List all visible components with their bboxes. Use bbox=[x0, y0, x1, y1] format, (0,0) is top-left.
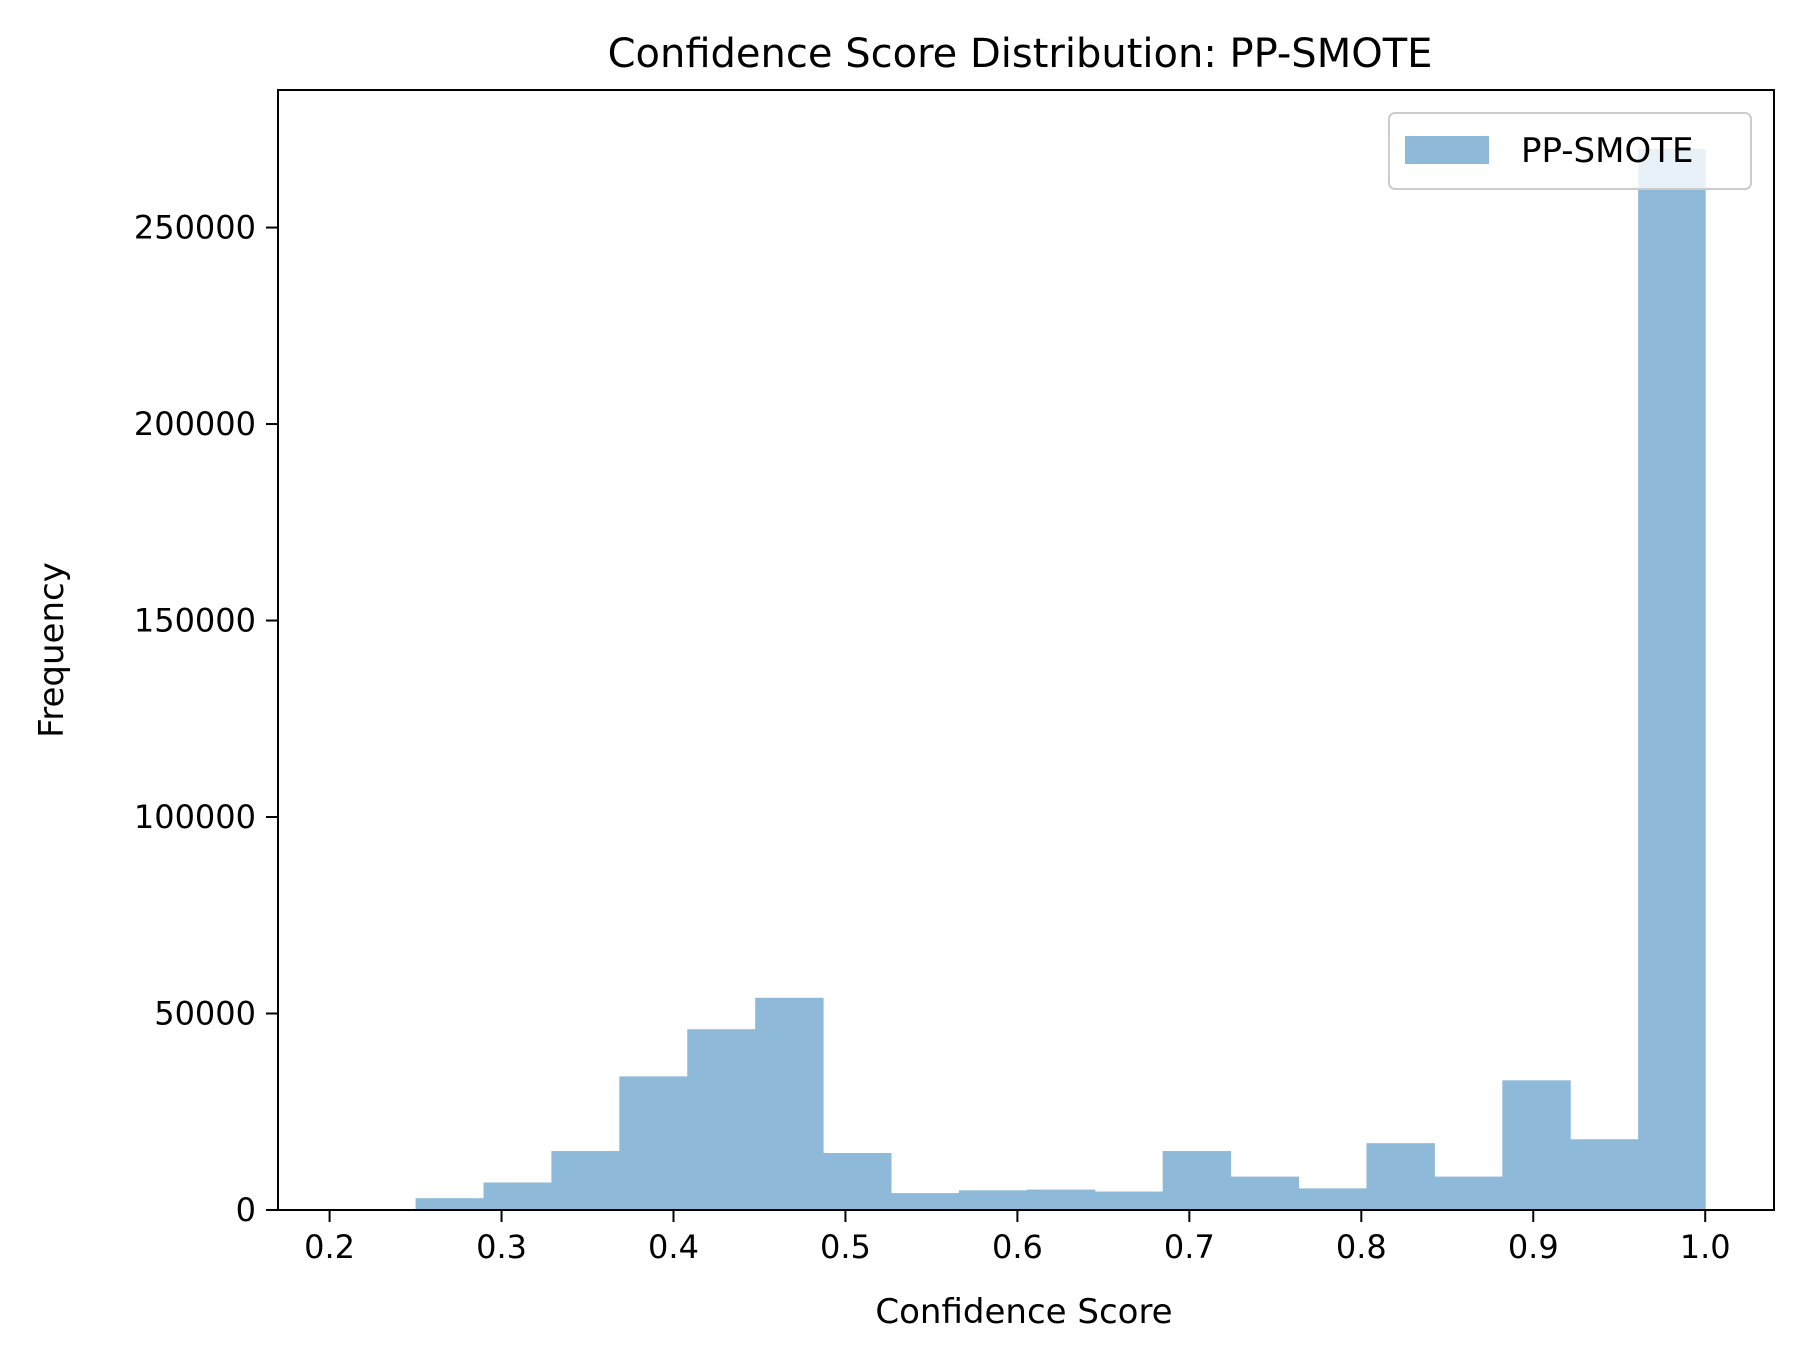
x-tick-label: 1.0 bbox=[1680, 1228, 1731, 1266]
plot-frame bbox=[277, 89, 1775, 1211]
bars-group bbox=[415, 148, 1706, 1210]
histogram-bar bbox=[415, 1198, 484, 1210]
histogram-bar bbox=[619, 1076, 688, 1210]
histogram-bar bbox=[1434, 1176, 1503, 1210]
histogram-bar bbox=[1638, 148, 1706, 1210]
histogram-bar bbox=[1026, 1189, 1096, 1210]
histogram-bar bbox=[1162, 1151, 1232, 1210]
x-tick-label: 0.9 bbox=[1508, 1228, 1559, 1266]
y-tick-label: 250000 bbox=[134, 209, 256, 247]
legend-swatch bbox=[1405, 136, 1489, 164]
y-tick-label: 50000 bbox=[154, 995, 256, 1033]
histogram-bar bbox=[891, 1193, 960, 1210]
x-tick-label: 0.5 bbox=[820, 1228, 871, 1266]
x-tick-label: 0.2 bbox=[304, 1228, 355, 1266]
x-tick-label: 0.4 bbox=[648, 1228, 699, 1266]
histogram-bar bbox=[823, 1153, 892, 1210]
histogram-bar bbox=[1298, 1188, 1367, 1210]
histogram-bar bbox=[1570, 1139, 1639, 1210]
histogram-bar bbox=[958, 1190, 1028, 1210]
x-axis-label: Confidence Score bbox=[875, 1292, 1172, 1332]
histogram-bar bbox=[551, 1151, 620, 1210]
x-tick-label: 0.3 bbox=[476, 1228, 527, 1266]
legend: PP-SMOTE bbox=[1388, 112, 1752, 190]
x-tick-label: 0.7 bbox=[1164, 1228, 1215, 1266]
y-tick-label: 0 bbox=[236, 1191, 256, 1229]
histogram-bar bbox=[1094, 1191, 1164, 1210]
histogram-bar bbox=[1366, 1143, 1435, 1210]
x-axis-ticks: 0.2 0.3 0.4 0.5 0.6 0.7 0.8 0.9 1.0 bbox=[304, 1210, 1731, 1266]
legend-box bbox=[1388, 112, 1752, 190]
histogram-bar bbox=[687, 1029, 756, 1210]
x-tick-label: 0.6 bbox=[992, 1228, 1043, 1266]
histogram-bar bbox=[755, 997, 824, 1210]
histogram-bar bbox=[1230, 1176, 1300, 1210]
y-axis-ticks: 0 50000 100000 150000 200000 250000 bbox=[134, 209, 278, 1229]
y-tick-label: 100000 bbox=[134, 798, 256, 836]
legend-label: PP-SMOTE bbox=[1521, 131, 1693, 171]
histogram-bar bbox=[483, 1182, 552, 1210]
histogram-bar bbox=[1502, 1080, 1571, 1210]
x-tick-label: 0.8 bbox=[1336, 1228, 1387, 1266]
y-tick-label: 200000 bbox=[134, 405, 256, 443]
chart-title: Confidence Score Distribution: PP-SMOTE bbox=[608, 31, 1433, 77]
y-axis-label: Frequency bbox=[32, 562, 72, 738]
y-tick-label: 150000 bbox=[134, 602, 256, 640]
